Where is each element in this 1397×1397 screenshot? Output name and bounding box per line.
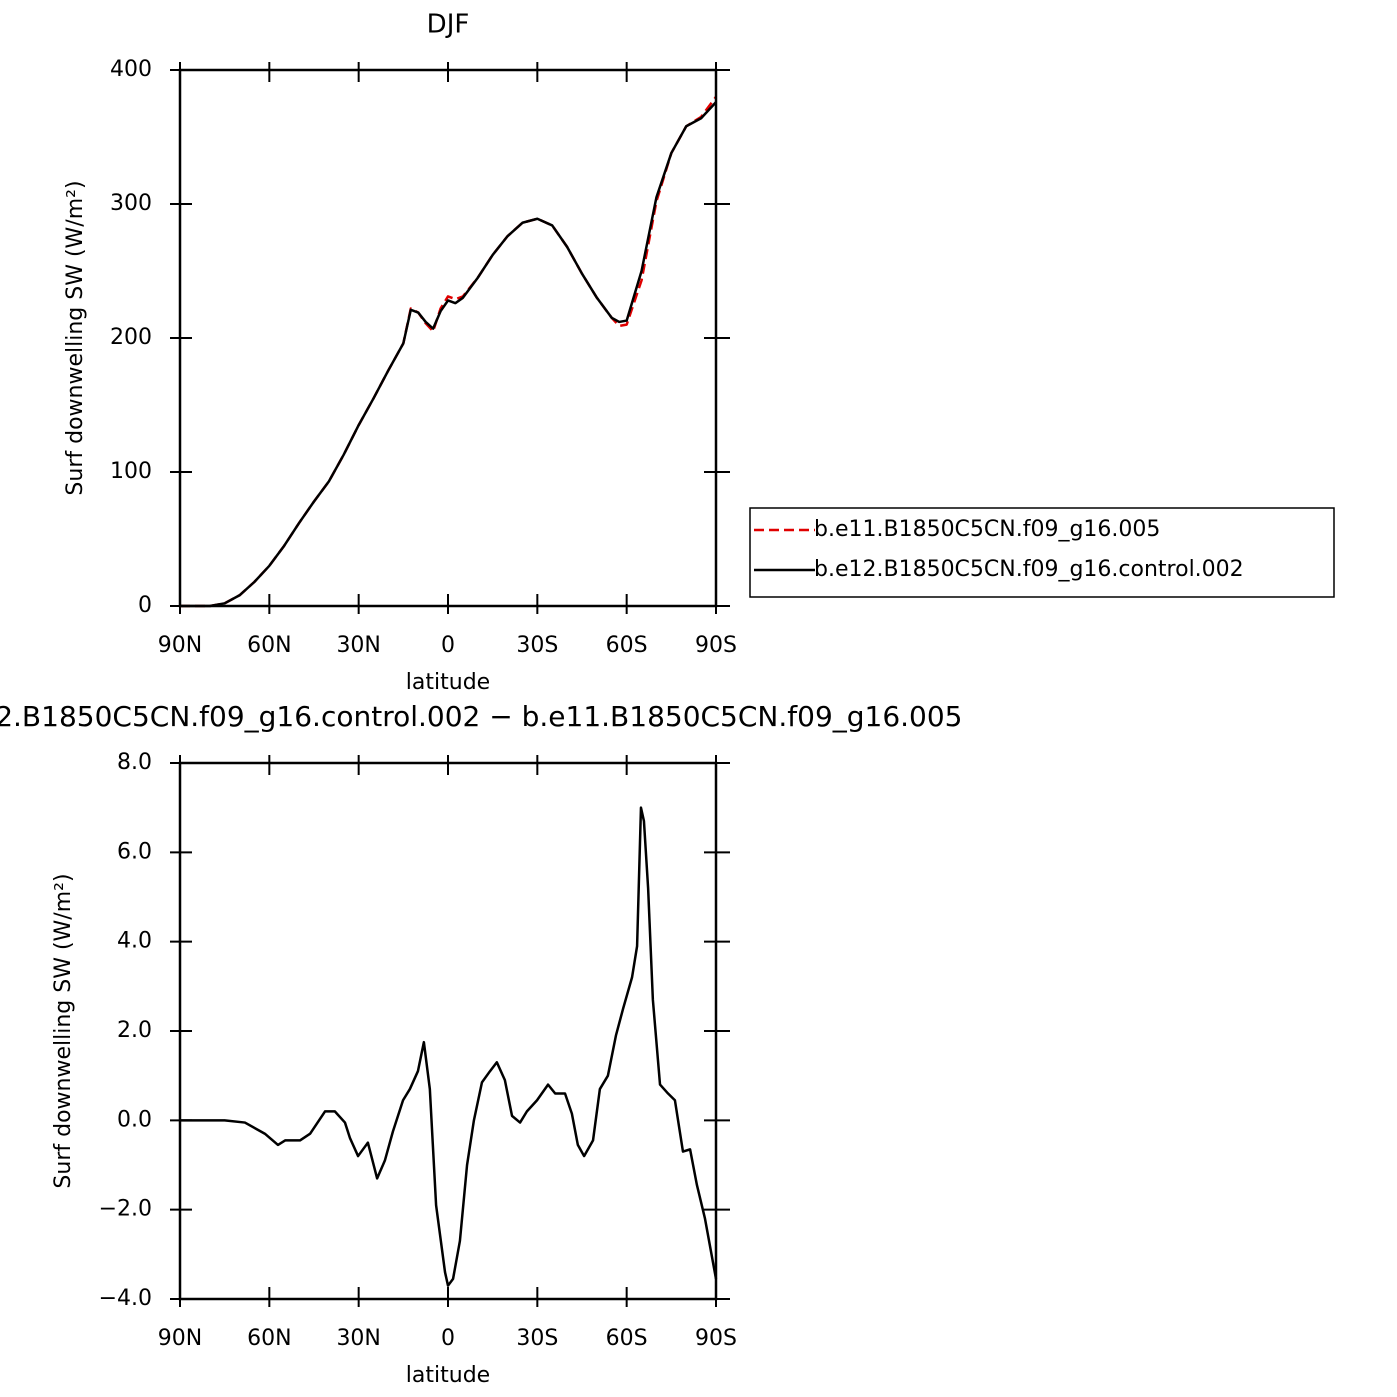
- x-tick-label: 60N: [247, 1326, 291, 1351]
- y-tick-label: −2.0: [99, 1197, 152, 1222]
- y-tick-label: 100: [110, 459, 152, 484]
- y-tick-label: 0.0: [117, 1107, 152, 1132]
- x-tick-label: 30N: [336, 1326, 380, 1351]
- legend-label: b.e11.B1850C5CN.f09_g16.005: [814, 517, 1160, 542]
- x-tick-label: 90N: [158, 633, 202, 658]
- y-tick-label: 6.0: [117, 839, 152, 864]
- x-axis-label: latitude: [406, 1363, 490, 1388]
- y-tick-label: 4.0: [117, 929, 152, 954]
- legend-label: b.e12.B1850C5CN.f09_g16.control.002: [814, 557, 1244, 582]
- legend-box: [749, 507, 1335, 598]
- x-tick-label: 90S: [695, 1326, 737, 1351]
- x-tick-label: 30S: [516, 1326, 558, 1351]
- x-axis-label: latitude: [406, 670, 490, 695]
- y-axis-label: Surf downwelling SW (W/m²): [51, 873, 76, 1188]
- line-series: [180, 101, 717, 608]
- plot-frame: [178, 68, 718, 608]
- x-tick-label: 0: [441, 1326, 455, 1351]
- x-tick-label: 60N: [247, 633, 291, 658]
- chart-title: b.e12.B1850C5CN.f09_g16.control.002 − b.…: [0, 700, 963, 733]
- y-tick-label: 2.0: [117, 1018, 152, 1043]
- plot-frame: [178, 761, 718, 1301]
- y-tick-label: 0: [138, 593, 152, 618]
- line-series: [180, 96, 718, 608]
- x-tick-label: 90S: [695, 633, 737, 658]
- y-axis-label: Surf downwelling SW (W/m²): [63, 180, 88, 495]
- x-tick-label: 60S: [606, 1326, 648, 1351]
- y-tick-label: 300: [110, 191, 152, 216]
- y-tick-label: −4.0: [99, 1286, 152, 1311]
- y-tick-label: 8.0: [117, 750, 152, 775]
- x-tick-label: 30S: [516, 633, 558, 658]
- x-tick-label: 60S: [606, 633, 648, 658]
- x-tick-label: 0: [441, 633, 455, 658]
- x-tick-label: 30N: [336, 633, 380, 658]
- y-tick-label: 200: [110, 325, 152, 350]
- chart-title: DJF: [427, 10, 470, 40]
- y-tick-label: 400: [110, 57, 152, 82]
- line-series: [180, 806, 718, 1287]
- x-tick-label: 90N: [158, 1326, 202, 1351]
